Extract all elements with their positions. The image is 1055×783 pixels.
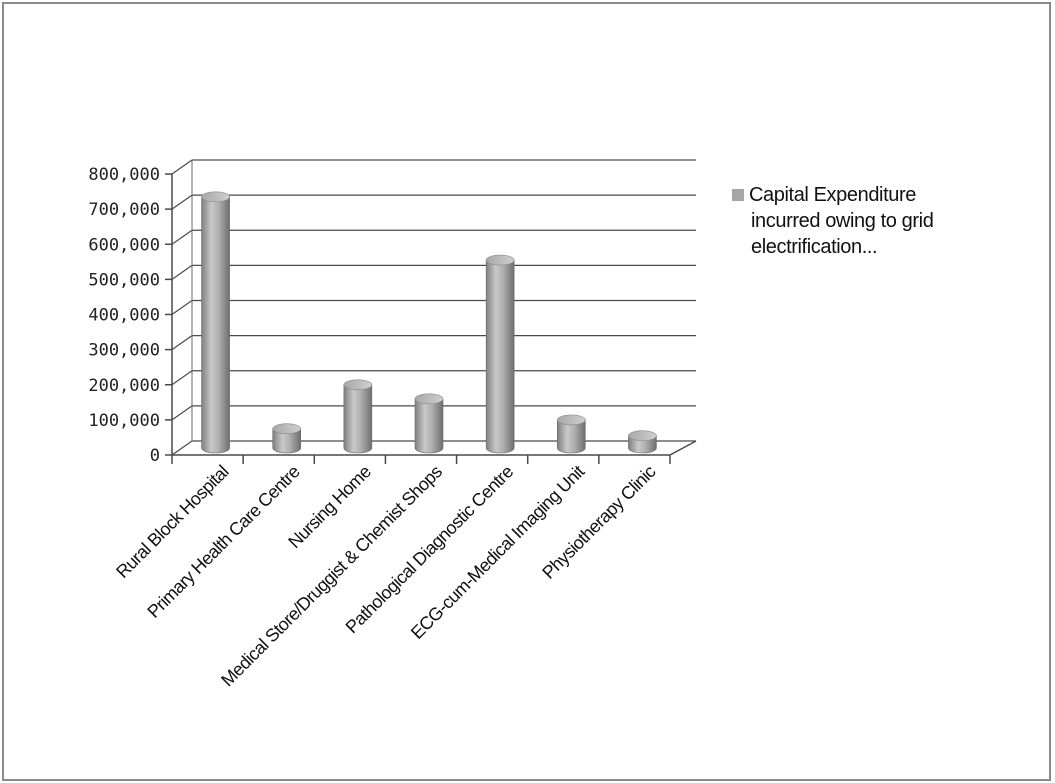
y-tick-label: 100,000 bbox=[88, 411, 160, 431]
bar-top bbox=[628, 430, 657, 442]
bar bbox=[272, 423, 302, 454]
bar-top bbox=[343, 379, 373, 391]
bar-body bbox=[201, 196, 230, 454]
gridline-diagonal bbox=[171, 264, 193, 280]
x-tick-label: Primary Health Care Centre bbox=[143, 461, 304, 622]
gridline-diagonal bbox=[171, 159, 193, 175]
y-tick-label: 800,000 bbox=[88, 165, 160, 185]
bar bbox=[485, 254, 515, 454]
y-tick-label: 600,000 bbox=[88, 235, 160, 255]
bar bbox=[343, 379, 373, 454]
gridline-diagonal bbox=[171, 370, 193, 386]
bar-body bbox=[343, 384, 373, 454]
y-tick-label: 400,000 bbox=[88, 306, 160, 326]
bar-body bbox=[272, 428, 302, 454]
gridline-diagonal bbox=[171, 335, 193, 351]
bar-top bbox=[414, 393, 444, 405]
bar bbox=[556, 414, 586, 454]
bar-chart: 0 100,000 200,000 300,000 400,000 500,000 600,… bbox=[88, 159, 934, 690]
bar bbox=[628, 430, 657, 454]
y-tick-label: 500,000 bbox=[88, 270, 160, 290]
legend: Capital Expenditure incurred owing to gri… bbox=[732, 184, 934, 258]
gridline-diagonal bbox=[171, 300, 193, 315]
bar-top bbox=[556, 414, 586, 426]
legend-label: Capital Expenditure incurred owing to gri… bbox=[749, 184, 933, 258]
bar bbox=[414, 393, 444, 454]
bar-body bbox=[556, 419, 586, 454]
gridline-diagonal bbox=[171, 440, 193, 456]
bar-body bbox=[414, 398, 444, 454]
bar-top bbox=[272, 423, 302, 434]
y-tick-label: 0 bbox=[150, 446, 160, 466]
gridline-diagonal bbox=[171, 194, 193, 210]
bar bbox=[201, 191, 230, 454]
legend-swatch bbox=[732, 189, 744, 201]
y-tick-label: 300,000 bbox=[88, 341, 160, 361]
y-tick-label: 700,000 bbox=[88, 200, 160, 220]
gridline-diagonal bbox=[171, 405, 193, 421]
bar-body bbox=[485, 259, 515, 454]
bar-top bbox=[485, 254, 515, 266]
gridlines bbox=[171, 159, 696, 456]
y-tick-label: 200,000 bbox=[88, 376, 160, 396]
x-axis bbox=[171, 440, 697, 464]
bar-top bbox=[201, 191, 230, 203]
y-tick-labels: 0 100,000 200,000 300,000 400,000 500,000 600,… bbox=[88, 165, 160, 466]
bars bbox=[201, 191, 657, 454]
gridline-diagonal bbox=[171, 229, 193, 245]
y-axis bbox=[165, 160, 193, 456]
